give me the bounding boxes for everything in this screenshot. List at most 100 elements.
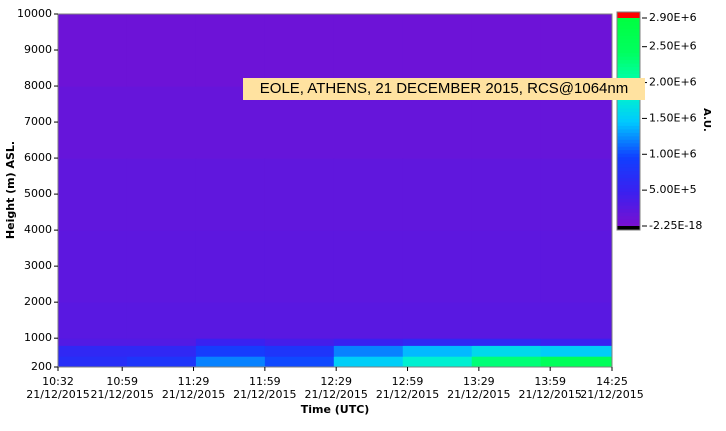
heat-cell (195, 302, 266, 339)
colorbar-swatch (617, 174, 640, 178)
colorbar-swatch (617, 132, 640, 137)
heat-cell (58, 302, 128, 339)
colorbar-swatch (617, 142, 640, 147)
colorbar-frame (616, 11, 641, 231)
colorbar-tick-label: 2.90E+6 (649, 11, 697, 24)
colorbar-swatch (617, 198, 640, 203)
y-tick-label: 9000 (24, 43, 52, 56)
y-tick-label: 200 (31, 360, 52, 373)
x-tick-label: 13:29 21/12/2015 (447, 375, 511, 401)
heat-cell (402, 302, 473, 339)
heat-cell (58, 158, 128, 231)
colorbar-swatch (617, 187, 640, 192)
colorbar-swatch (617, 215, 640, 220)
colorbar-swatch (617, 21, 640, 26)
y-tick-label: 10000 (17, 7, 52, 20)
colorbar-swatch (617, 156, 640, 161)
heat-cell (402, 158, 473, 231)
heat-cell (126, 230, 197, 303)
colorbar-swatch (617, 125, 640, 130)
y-tick-label: 7000 (24, 115, 52, 128)
heat-cell (58, 338, 128, 346)
colorbar-swatch (617, 153, 640, 158)
colorbar-title: A.U. (701, 108, 712, 132)
heat-cell (402, 345, 473, 357)
heat-cell (126, 302, 197, 339)
colorbar-swatch (617, 18, 640, 22)
colorbar-swatch (617, 208, 640, 213)
colorbar-swatch (617, 184, 640, 189)
colorbar-swatch (617, 66, 640, 71)
heat-cell (471, 230, 542, 303)
heat-cell (333, 230, 404, 303)
colorbar-swatch (617, 212, 640, 217)
colorbar-swatch (617, 42, 640, 47)
colorbar-swatch (617, 160, 640, 165)
heat-cell (126, 158, 197, 231)
heat-cell (195, 338, 266, 346)
heat-cell (264, 338, 335, 346)
heat-cell (126, 345, 197, 357)
colorbar-swatch (617, 177, 640, 182)
x-axis-title: Time (UTC) (301, 403, 370, 416)
heat-cell (402, 230, 473, 303)
heat-cell (471, 338, 542, 346)
heat-cell (471, 14, 542, 87)
y-tick-label: 3000 (24, 259, 52, 272)
heat-cell (540, 356, 613, 368)
colorbar-swatch (617, 201, 640, 206)
heat-cell (58, 345, 128, 357)
colorbar-swatch (617, 163, 640, 168)
heat-cell (540, 302, 613, 339)
heat-cell (58, 86, 128, 159)
heat-cell (264, 158, 335, 231)
colorbar-swatch (617, 122, 640, 126)
heat-cell (195, 158, 266, 231)
colorbar-swatch (617, 56, 640, 61)
colorbar-swatch (617, 28, 640, 33)
colorbar-swatch (617, 49, 640, 54)
y-tick-label: 5000 (24, 187, 52, 200)
heat-cell (333, 345, 404, 357)
colorbar-swatch (617, 118, 640, 123)
heat-cell (264, 14, 335, 87)
colorbar-swatch (617, 135, 640, 140)
x-tick-label: 10:59 21/12/2015 (90, 375, 154, 401)
heat-cell (58, 14, 128, 87)
heat-cell (195, 345, 266, 357)
colorbar-under (617, 226, 640, 230)
colorbar-tick-label: 2.00E+6 (649, 76, 697, 89)
heat-cell (333, 356, 404, 368)
x-tick-label: 12:29 21/12/2015 (304, 375, 368, 401)
heat-cell (264, 302, 335, 339)
colorbar-tick-label: 2.50E+6 (649, 40, 697, 53)
heat-cell (195, 14, 266, 87)
heat-cell (126, 356, 197, 368)
plot-frame (57, 13, 613, 368)
x-tick-label: 13:59 21/12/2015 (518, 375, 582, 401)
heat-cell (264, 230, 335, 303)
heat-cell (471, 158, 542, 231)
colorbar-swatch (617, 146, 640, 151)
colorbar-swatch (617, 70, 640, 74)
heat-cell (471, 356, 542, 368)
heat-cell (402, 356, 473, 368)
y-tick-label: 6000 (24, 151, 52, 164)
x-tick-label: 14:25 21/12/2015 (580, 375, 644, 401)
y-axis-title: Height (m) ASL. (4, 141, 17, 239)
x-tick-label: 10:32 21/12/2015 (26, 375, 90, 401)
annotation: EOLE, ATHENS, 21 DECEMBER 2015, RCS@1064… (243, 78, 645, 100)
heat-cell (333, 14, 404, 87)
heat-cell (195, 356, 266, 368)
heat-cell (402, 14, 473, 87)
colorbar-swatch (617, 222, 640, 227)
colorbar-tick-label: 1.00E+6 (649, 147, 697, 160)
colorbar-swatch (617, 24, 640, 29)
x-tick-label: 11:29 21/12/2015 (161, 375, 226, 401)
heat-cell (471, 345, 542, 357)
colorbar-over (617, 12, 640, 18)
colorbar-swatch (617, 38, 640, 43)
x-tick-label: 11:59 21/12/2015 (233, 375, 297, 401)
colorbar-swatch (617, 219, 640, 224)
